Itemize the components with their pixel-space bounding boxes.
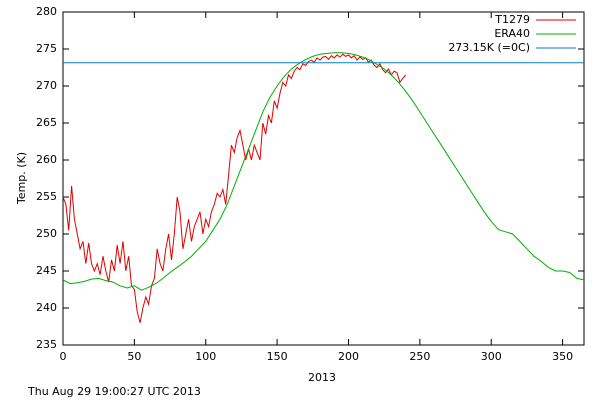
y-tick-label: 275 — [36, 42, 57, 55]
series-line — [62, 52, 585, 291]
plot-frame — [62, 11, 585, 346]
legend-label: ERA40 — [494, 27, 530, 40]
x-tick-label: 100 — [195, 350, 216, 363]
y-tick-label: 260 — [36, 153, 57, 166]
x-axis-label: 2013 — [308, 371, 336, 384]
timestamp: Thu Aug 29 19:00:27 UTC 2013 — [27, 385, 201, 398]
y-tick-label: 255 — [36, 190, 57, 203]
y-tick-label: 250 — [36, 227, 57, 240]
legend-label: 273.15K (=0C) — [448, 41, 530, 54]
y-tick-label: 240 — [36, 301, 57, 314]
legend-label: T1279 — [494, 13, 530, 26]
x-tick-label: 350 — [552, 350, 573, 363]
y-tick-label: 265 — [36, 116, 57, 129]
x-tick-label: 150 — [267, 350, 288, 363]
x-tick-label: 300 — [481, 350, 502, 363]
y-tick-label: 245 — [36, 264, 57, 277]
x-tick-label: 200 — [338, 350, 359, 363]
y-axis-label: Temp. (K) — [15, 152, 28, 205]
y-tick-label: 270 — [36, 79, 57, 92]
x-tick-label: 250 — [409, 350, 430, 363]
series-line — [62, 53, 406, 323]
x-tick-label: 0 — [60, 350, 67, 363]
x-tick-label: 50 — [127, 350, 141, 363]
y-tick-label: 280 — [36, 5, 57, 18]
y-tick-label: 235 — [36, 338, 57, 351]
